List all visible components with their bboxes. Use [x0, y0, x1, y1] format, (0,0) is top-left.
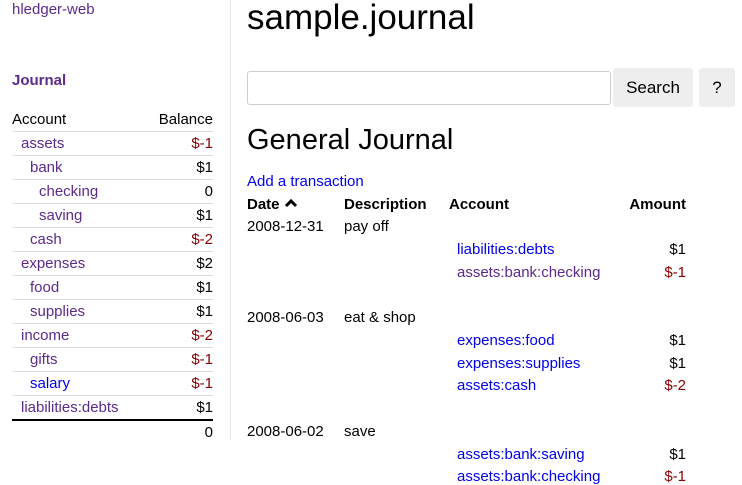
app-name-link[interactable]: hledger-web — [12, 1, 95, 18]
account-row: checking 0 — [12, 180, 213, 204]
account-row: expenses $2 — [12, 252, 213, 276]
total-label — [12, 420, 145, 444]
posting-account-link[interactable]: liabilities:debts — [457, 241, 555, 258]
journal-link[interactable]: Journal — [12, 72, 66, 89]
description-column-header: Description — [344, 196, 427, 213]
search-button[interactable]: Search — [613, 68, 693, 107]
account-row: gifts $-1 — [12, 348, 213, 372]
account-row: bank $1 — [12, 156, 213, 180]
transaction-description: save — [344, 423, 376, 440]
chevron-up-icon — [284, 198, 298, 208]
transaction-description: pay off — [344, 218, 389, 235]
posting-amount: $1 — [626, 446, 686, 463]
search-input[interactable] — [247, 71, 611, 105]
account-link[interactable]: food — [12, 279, 59, 296]
account-row: salary $-1 — [12, 372, 213, 396]
account-balance: $1 — [145, 300, 213, 324]
account-balance: $2 — [145, 252, 213, 276]
posting-account-link[interactable]: assets:cash — [457, 377, 536, 394]
account-balance: $1 — [145, 204, 213, 228]
sidebar: hledger-web Journal Account Balance asse… — [0, 0, 231, 440]
page-title: sample.journal — [247, 0, 475, 38]
amount-column-header: Amount — [626, 196, 686, 213]
account-balance: $-1 — [145, 348, 213, 372]
account-link[interactable]: checking — [12, 183, 98, 200]
account-link[interactable]: gifts — [12, 351, 58, 368]
account-column-header: Account — [449, 196, 509, 213]
account-link[interactable]: salary — [12, 375, 70, 392]
posting-amount: $-2 — [626, 377, 686, 394]
posting-account-link[interactable]: assets:bank:checking — [457, 468, 600, 485]
account-link[interactable]: liabilities:debts — [12, 399, 119, 416]
posting-account-link[interactable]: assets:bank:checking — [457, 264, 600, 281]
account-row: saving $1 — [12, 204, 213, 228]
transaction-date: 2008-06-03 — [247, 309, 324, 326]
account-header: Account — [12, 108, 145, 132]
help-button[interactable]: ? — [699, 68, 735, 107]
date-header-label: Date — [247, 196, 280, 213]
balance-header: Balance — [145, 108, 213, 132]
account-balance: $-1 — [145, 132, 213, 156]
transaction-date: 2008-06-02 — [247, 423, 324, 440]
posting-amount: $1 — [626, 332, 686, 349]
account-row: income $-2 — [12, 324, 213, 348]
date-column-header[interactable]: Date — [247, 196, 298, 213]
posting-amount: $1 — [626, 241, 686, 258]
total-balance: 0 — [145, 420, 213, 444]
transaction-description: eat & shop — [344, 309, 416, 326]
account-link[interactable]: saving — [12, 207, 82, 224]
posting-amount: $1 — [626, 355, 686, 372]
journal-heading: General Journal — [247, 124, 453, 157]
total-row: 0 — [12, 420, 213, 444]
posting-amount: $-1 — [626, 264, 686, 281]
account-link[interactable]: supplies — [12, 303, 85, 320]
account-balance: $1 — [145, 396, 213, 421]
account-row: cash $-2 — [12, 228, 213, 252]
account-link[interactable]: bank — [12, 159, 63, 176]
account-balance: $1 — [145, 276, 213, 300]
posting-amount: $-1 — [626, 468, 686, 485]
transaction-date: 2008-12-31 — [247, 218, 324, 235]
account-row: assets $-1 — [12, 132, 213, 156]
account-row: food $1 — [12, 276, 213, 300]
account-balance: 0 — [145, 180, 213, 204]
account-balance: $-2 — [145, 228, 213, 252]
account-link[interactable]: expenses — [12, 255, 85, 272]
account-row: liabilities:debts $1 — [12, 396, 213, 421]
posting-account-link[interactable]: expenses:food — [457, 332, 555, 349]
account-link[interactable]: income — [12, 327, 69, 344]
account-row: supplies $1 — [12, 300, 213, 324]
account-balance: $-2 — [145, 324, 213, 348]
accounts-table: Account Balance assets $-1 bank $1 checking 0… — [12, 108, 213, 444]
account-link[interactable]: cash — [12, 231, 62, 248]
account-balance: $-1 — [145, 372, 213, 396]
account-link[interactable]: assets — [12, 135, 64, 152]
account-balance: $1 — [145, 156, 213, 180]
posting-account-link[interactable]: expenses:supplies — [457, 355, 580, 372]
add-transaction-link[interactable]: Add a transaction — [247, 173, 364, 190]
main-content: sample.journal Search ? General Journal … — [247, 0, 742, 481]
posting-account-link[interactable]: assets:bank:saving — [457, 446, 585, 463]
